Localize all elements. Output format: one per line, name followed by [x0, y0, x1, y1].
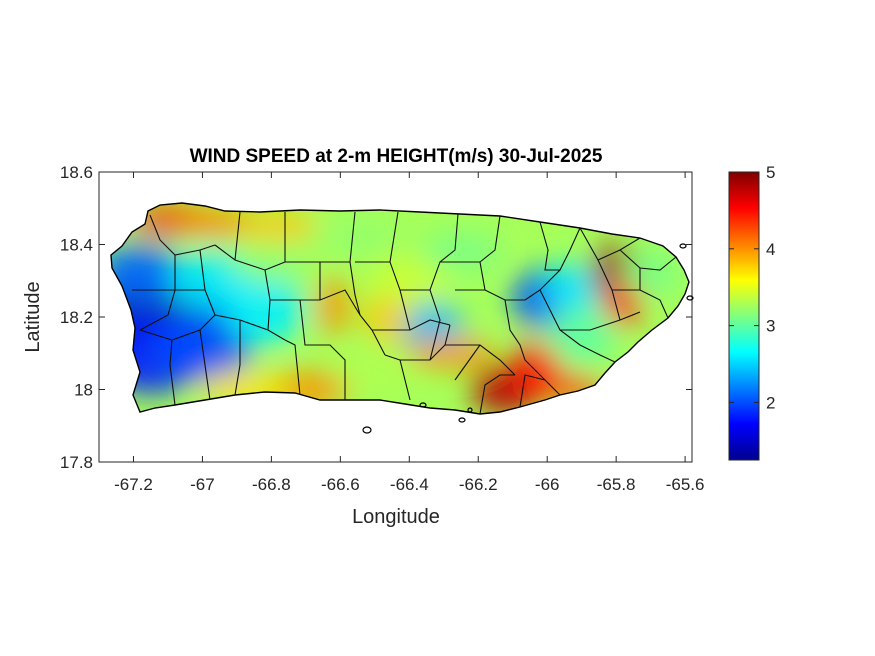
colorbar-gradient: [728, 171, 760, 461]
colorbar-tick-label: 5: [766, 163, 775, 182]
y-tick-label: 18.6: [60, 163, 93, 182]
municipality-boundary: [299, 299, 346, 400]
wind-cell: [318, 276, 349, 337]
municipality-boundary: [539, 221, 560, 271]
colorbar: 2 3 4 5: [728, 163, 775, 461]
chart-title: WIND SPEED at 2-m HEIGHT(m/s) 30-Jul-202…: [190, 146, 603, 167]
wind-cell: [544, 263, 605, 313]
y-axis-label: Latitude: [22, 281, 44, 352]
municipality-boundary: [479, 374, 515, 415]
wind-cell: [421, 231, 501, 272]
y-tick-label: 18.2: [60, 308, 93, 327]
municipality-boundary: [372, 319, 451, 331]
municipality-boundary: [440, 215, 501, 263]
municipality-boundary: [349, 261, 386, 356]
municipality-boundary: [389, 213, 459, 291]
x-tick-label: -66.4: [390, 475, 429, 494]
x-tick-label: -67.2: [114, 475, 153, 494]
municipality-boundary: [619, 249, 677, 271]
municipality-boundary: [445, 344, 516, 376]
municipality-boundary: [454, 344, 481, 381]
municipality-boundary: [139, 255, 176, 331]
x-axis-label: Longitude: [352, 506, 440, 528]
colorbar-tick-label: 4: [766, 240, 775, 259]
y-tick-label: 18.4: [60, 236, 93, 255]
y-axis-ticks: 17.8 18 18.2 18.4 18.6: [60, 163, 692, 472]
x-tick-label: -65.8: [597, 475, 636, 494]
municipality-boundary: [234, 211, 241, 261]
x-tick-label: -66: [535, 475, 560, 494]
x-tick-label: -66.2: [459, 475, 498, 494]
municipality-boundaries: [132, 211, 677, 415]
x-tick-label: -65.6: [666, 475, 705, 494]
wind-cell: [238, 211, 319, 242]
x-tick-label: -67: [190, 475, 215, 494]
x-tick-label: -66.8: [252, 475, 291, 494]
municipality-boundary: [560, 311, 641, 331]
municipality-boundary: [612, 289, 669, 319]
islet: [686, 295, 694, 301]
municipality-boundary: [479, 261, 525, 301]
municipality-boundary: [234, 319, 286, 396]
municipality-boundary: [199, 329, 211, 401]
colorbar-ticks: 2 3 4 5: [729, 163, 775, 412]
municipality-boundary: [139, 314, 216, 341]
y-tick-label: 17.8: [60, 453, 93, 472]
y-tick-label: 18: [74, 381, 93, 400]
municipality-boundary: [519, 374, 546, 408]
municipality-boundary: [579, 227, 621, 321]
plot-area: -67.2 -67 -66.8 -66.6 -66.4 -66.2 -66 -65.8 -65.…: [60, 163, 705, 494]
municipality-boundary: [429, 289, 441, 361]
wind-cell: [546, 305, 617, 366]
wind-cell: [405, 338, 496, 369]
colorbar-tick-label: 3: [766, 317, 775, 336]
x-tick-label: -66.6: [321, 475, 360, 494]
islet: [458, 417, 466, 423]
municipality-boundary: [199, 249, 241, 321]
islet: [467, 407, 473, 413]
island-coastline: [110, 202, 690, 415]
wind-cell: [369, 255, 450, 306]
colorbar-tick-label: 2: [766, 393, 775, 412]
x-axis-ticks: -67.2 -67 -66.8 -66.6 -66.4 -66.2 -66 -65.8 -65.…: [114, 172, 704, 494]
municipality-boundary: [400, 324, 451, 361]
offshore-islets: [362, 243, 694, 434]
municipality-boundary: [399, 289, 411, 331]
municipality-boundary: [539, 289, 616, 363]
municipality-boundary: [169, 339, 176, 406]
municipality-boundary: [504, 299, 561, 396]
wind-cell: [620, 248, 681, 299]
wind-cell: [312, 217, 403, 258]
wind-cell: [224, 274, 305, 345]
wind-cell: [231, 242, 312, 283]
islet: [419, 402, 427, 408]
municipality-boundary: [284, 339, 301, 396]
wind-cell: [334, 351, 415, 392]
islet: [362, 426, 372, 434]
islet: [679, 243, 687, 249]
